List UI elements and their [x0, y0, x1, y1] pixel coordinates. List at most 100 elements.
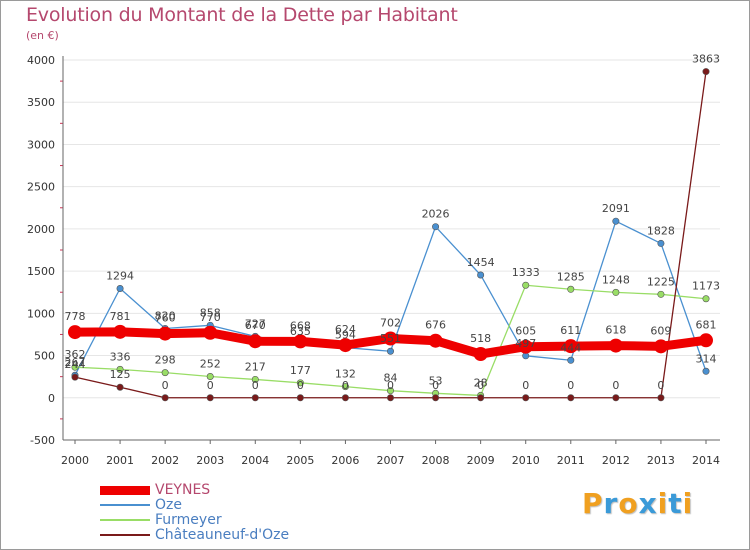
data-label: 336 — [110, 350, 131, 363]
legend-swatch — [100, 519, 150, 521]
series-furmeyer — [71, 281, 710, 399]
data-point — [158, 326, 173, 341]
data-point — [71, 373, 79, 381]
legend-swatch — [100, 534, 150, 536]
series-ch-teauneuf-d-oze — [71, 68, 710, 402]
data-point — [432, 394, 440, 402]
data-label: 1454 — [467, 256, 495, 269]
data-point — [477, 271, 485, 279]
data-point — [251, 394, 259, 402]
data-label: 858 — [200, 306, 221, 319]
y-tick-label: 3000 — [27, 138, 55, 151]
data-label: 551 — [380, 332, 401, 345]
data-label: 1285 — [557, 270, 585, 283]
y-tick-label: 1500 — [27, 265, 55, 278]
data-label: 0 — [207, 379, 214, 392]
data-point — [296, 394, 304, 402]
data-label: 668 — [290, 319, 311, 332]
data-label: 28 — [474, 376, 488, 389]
y-tick-label: 2000 — [27, 223, 55, 236]
data-point — [699, 333, 713, 348]
data-label: 611 — [560, 324, 581, 337]
data-label: 1294 — [106, 270, 134, 283]
data-label: 770 — [200, 311, 221, 324]
data-label: 0 — [297, 379, 304, 392]
legend-item: Châteauneuf-d'Oze — [100, 527, 360, 543]
data-label: 53 — [429, 374, 443, 387]
legend-label: Châteauneuf-d'Oze — [155, 527, 290, 543]
x-tick-label: 2002 — [151, 454, 179, 467]
x-tick-label: 2005 — [286, 454, 314, 467]
data-point — [161, 394, 169, 402]
data-label: 132 — [335, 368, 356, 381]
data-label: 252 — [200, 357, 221, 370]
x-tick-label: 2001 — [106, 454, 134, 467]
legend-item: Oze — [100, 497, 360, 513]
data-point — [473, 347, 488, 362]
brand-letter: o — [618, 487, 639, 520]
data-point — [612, 288, 620, 296]
data-point — [116, 383, 124, 391]
data-label: 0 — [252, 379, 259, 392]
data-point — [206, 372, 214, 380]
y-tick-label: 2500 — [27, 181, 55, 194]
x-tick-label: 2006 — [331, 454, 359, 467]
y-tick-label: 500 — [34, 350, 55, 363]
data-label: 2026 — [422, 208, 450, 221]
data-label: 670 — [245, 319, 266, 332]
data-label: 0 — [567, 379, 574, 392]
x-tick-label: 2007 — [377, 454, 405, 467]
data-point — [341, 394, 349, 402]
data-label: 609 — [650, 324, 671, 337]
legend-label: Furmeyer — [155, 512, 222, 528]
data-label: 3863 — [692, 53, 720, 66]
data-point — [608, 338, 623, 353]
data-point — [386, 387, 394, 395]
brand-letter: t — [668, 487, 683, 520]
data-point — [612, 217, 620, 225]
data-label: 1225 — [647, 275, 675, 288]
data-point — [477, 394, 485, 402]
data-point — [702, 68, 710, 76]
data-label: 0 — [432, 379, 439, 392]
data-label: 298 — [155, 354, 176, 367]
data-label: 177 — [290, 364, 311, 377]
legend-item: Furmeyer — [100, 512, 360, 528]
data-label: 0 — [477, 379, 484, 392]
legend-swatch — [100, 485, 150, 495]
data-label: 1248 — [602, 273, 630, 286]
x-tick-label: 2009 — [467, 454, 495, 467]
data-label: 497 — [515, 337, 536, 350]
x-tick-label: 2004 — [241, 454, 269, 467]
data-label: 605 — [515, 325, 536, 338]
data-point — [386, 347, 394, 355]
data-label: 244 — [65, 358, 86, 371]
legend-swatch — [100, 504, 150, 506]
data-label: 727 — [245, 317, 266, 330]
data-point — [567, 285, 575, 293]
brand-letter: r — [603, 487, 619, 520]
data-label: 1828 — [647, 224, 675, 237]
data-label: 0 — [612, 379, 619, 392]
data-point — [206, 394, 214, 402]
x-tick-label: 2012 — [602, 454, 630, 467]
data-point — [383, 331, 398, 346]
data-point — [702, 367, 710, 375]
data-point — [522, 281, 530, 289]
y-tick-label: 3500 — [27, 96, 55, 109]
data-label: 778 — [65, 310, 86, 323]
data-label: 820 — [155, 310, 176, 323]
brand-letter: P — [582, 487, 604, 520]
data-point — [428, 333, 443, 348]
y-tick-label: 0 — [48, 392, 55, 405]
data-point — [341, 383, 349, 391]
data-point — [296, 379, 304, 387]
data-label: 676 — [425, 319, 446, 332]
series-veynes — [68, 324, 713, 362]
data-label: 0 — [657, 379, 664, 392]
chart-title: Evolution du Montant de la Dette par Hab… — [26, 4, 458, 26]
data-label: 760 — [155, 312, 176, 325]
brand-letter: x — [638, 487, 658, 520]
